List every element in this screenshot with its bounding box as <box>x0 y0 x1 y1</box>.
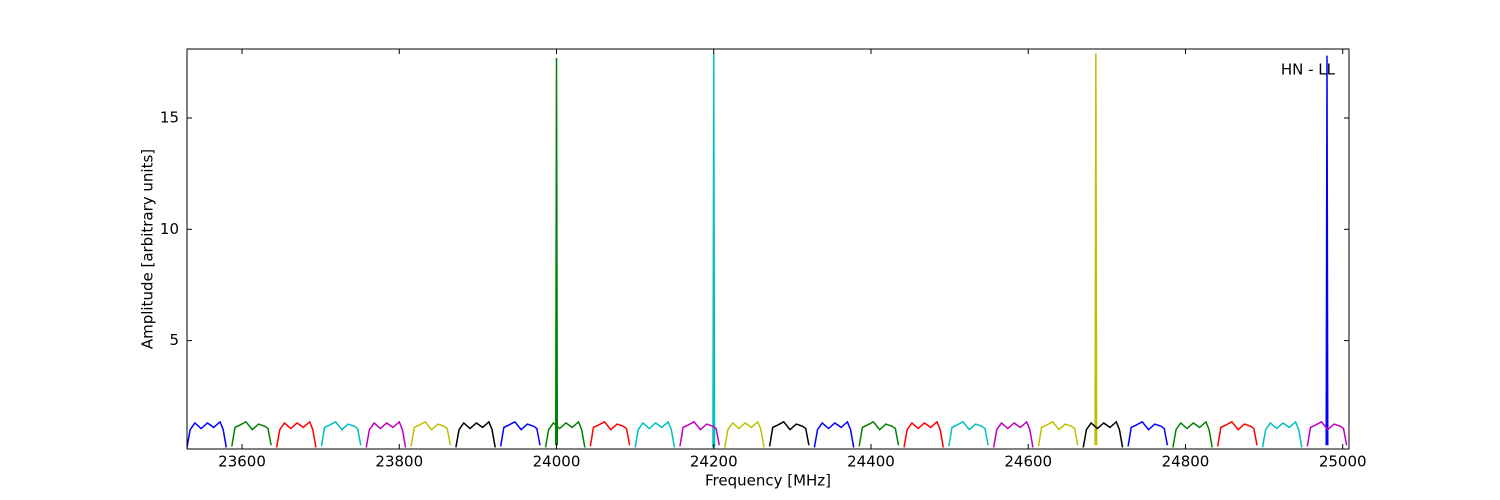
x-tick-label: 24200 <box>690 453 738 471</box>
x-tick-label: 25000 <box>1319 453 1367 471</box>
x-tick-label: 23600 <box>218 453 266 471</box>
series-line <box>410 53 1098 448</box>
y-axis-label: Amplitude [arbitrary units] <box>139 149 157 349</box>
axes-frame <box>186 48 1350 450</box>
x-tick-label: 24400 <box>847 453 895 471</box>
series-line <box>275 420 1258 448</box>
x-axis-label: Frequency [MHz] <box>705 472 831 490</box>
y-tick-label: 10 <box>160 220 179 238</box>
series-line <box>455 420 1124 448</box>
series-line <box>365 420 1348 448</box>
x-tick-label: 24600 <box>1004 453 1052 471</box>
annotation: HN - LL <box>1281 61 1336 79</box>
x-tick-label: 24000 <box>533 453 581 471</box>
plot-area <box>187 53 1348 448</box>
y-tick-label: 5 <box>169 331 179 349</box>
series-line <box>320 53 1303 448</box>
series-line <box>187 55 1329 448</box>
x-tick-label: 23800 <box>375 453 423 471</box>
y-tick-label: 15 <box>160 109 179 127</box>
series-line <box>231 57 1213 448</box>
x-tick-label: 24800 <box>1162 453 1210 471</box>
